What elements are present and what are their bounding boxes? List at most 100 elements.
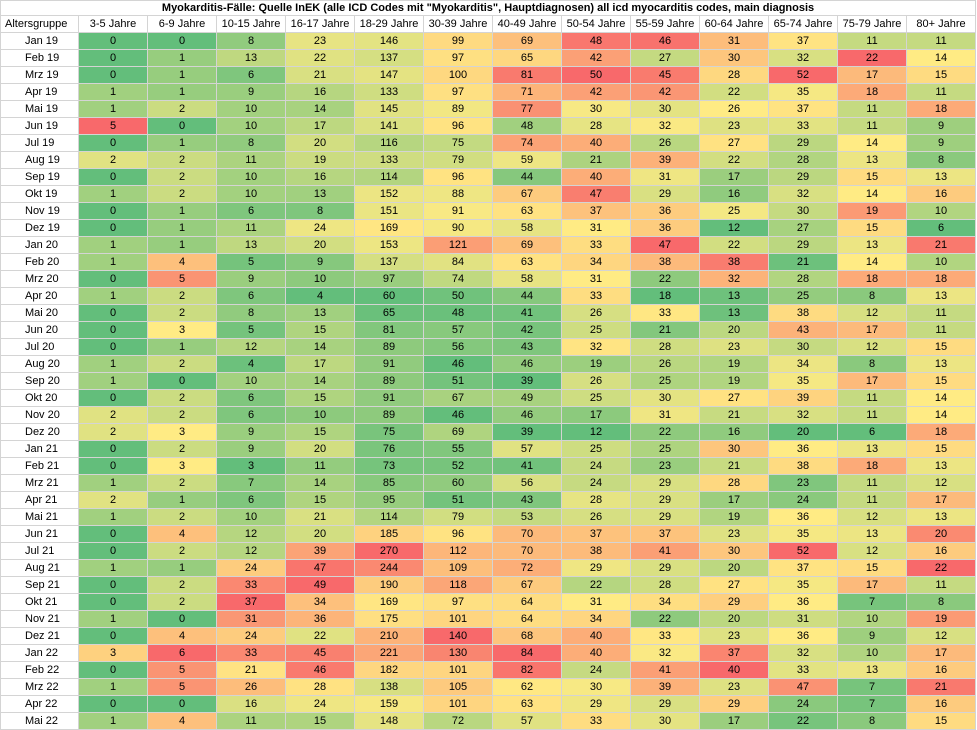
heatmap-cell[interactable]: 9 — [905, 117, 977, 135]
heatmap-cell[interactable]: 244 — [354, 559, 424, 577]
heatmap-cell[interactable]: 22 — [561, 576, 631, 594]
heatmap-cell[interactable]: 11 — [216, 219, 286, 237]
heatmap-cell[interactable]: 0 — [78, 661, 148, 679]
heatmap-cell[interactable]: 75 — [423, 134, 493, 152]
heatmap-cell[interactable]: 42 — [492, 321, 562, 339]
heatmap-cell[interactable]: 0 — [78, 168, 148, 186]
heatmap-cell[interactable]: 21 — [905, 236, 977, 254]
heatmap-cell[interactable]: 41 — [492, 457, 562, 475]
heatmap-cell[interactable]: 2 — [147, 576, 217, 594]
heatmap-cell[interactable]: 37 — [699, 644, 769, 662]
heatmap-cell[interactable]: 97 — [423, 49, 493, 67]
heatmap-cell[interactable]: 12 — [837, 508, 907, 526]
heatmap-cell[interactable]: 22 — [699, 236, 769, 254]
heatmap-cell[interactable]: 153 — [354, 236, 424, 254]
heatmap-cell[interactable]: 15 — [837, 219, 907, 237]
heatmap-cell[interactable]: 47 — [630, 236, 700, 254]
heatmap-cell[interactable]: 15 — [285, 423, 355, 441]
heatmap-cell[interactable]: 17 — [837, 66, 907, 84]
row-label[interactable]: Jan 20 — [0, 236, 79, 254]
heatmap-cell[interactable]: 15 — [285, 321, 355, 339]
heatmap-cell[interactable]: 2 — [78, 423, 148, 441]
heatmap-cell[interactable]: 15 — [905, 712, 977, 730]
heatmap-cell[interactable]: 81 — [492, 66, 562, 84]
heatmap-cell[interactable]: 24 — [561, 661, 631, 679]
heatmap-cell[interactable]: 4 — [216, 355, 286, 373]
heatmap-cell[interactable]: 20 — [699, 559, 769, 577]
heatmap-cell[interactable]: 0 — [78, 219, 148, 237]
heatmap-cell[interactable]: 16 — [905, 695, 977, 713]
heatmap-cell[interactable]: 116 — [354, 134, 424, 152]
heatmap-cell[interactable]: 33 — [768, 661, 838, 679]
heatmap-cell[interactable]: 72 — [492, 559, 562, 577]
heatmap-cell[interactable]: 79 — [423, 151, 493, 169]
row-label[interactable]: Jun 20 — [0, 321, 79, 339]
heatmap-cell[interactable]: 58 — [492, 219, 562, 237]
heatmap-cell[interactable]: 13 — [699, 287, 769, 305]
heatmap-cell[interactable]: 57 — [492, 712, 562, 730]
heatmap-cell[interactable]: 69 — [423, 423, 493, 441]
heatmap-cell[interactable]: 35 — [768, 83, 838, 101]
heatmap-cell[interactable]: 74 — [492, 134, 562, 152]
heatmap-cell[interactable]: 148 — [354, 712, 424, 730]
heatmap-cell[interactable]: 40 — [561, 134, 631, 152]
heatmap-cell[interactable]: 91 — [354, 389, 424, 407]
heatmap-cell[interactable]: 30 — [561, 678, 631, 696]
heatmap-cell[interactable]: 27 — [699, 389, 769, 407]
heatmap-cell[interactable]: 82 — [492, 661, 562, 679]
heatmap-cell[interactable]: 18 — [837, 83, 907, 101]
heatmap-cell[interactable]: 2 — [78, 406, 148, 424]
row-label[interactable]: Feb 22 — [0, 661, 79, 679]
heatmap-cell[interactable]: 48 — [492, 117, 562, 135]
heatmap-cell[interactable]: 7 — [837, 678, 907, 696]
column-header[interactable]: 30-39 Jahre — [423, 15, 493, 33]
heatmap-cell[interactable]: 6 — [216, 406, 286, 424]
heatmap-cell[interactable]: 3 — [147, 457, 217, 475]
heatmap-cell[interactable]: 20 — [285, 134, 355, 152]
heatmap-cell[interactable]: 8 — [216, 134, 286, 152]
heatmap-cell[interactable]: 10 — [216, 117, 286, 135]
heatmap-cell[interactable]: 22 — [837, 49, 907, 67]
heatmap-cell[interactable]: 39 — [630, 151, 700, 169]
heatmap-cell[interactable]: 1 — [147, 236, 217, 254]
heatmap-cell[interactable]: 43 — [768, 321, 838, 339]
heatmap-cell[interactable]: 91 — [423, 202, 493, 220]
heatmap-cell[interactable]: 1 — [78, 253, 148, 271]
heatmap-cell[interactable]: 2 — [147, 406, 217, 424]
heatmap-cell[interactable]: 39 — [768, 389, 838, 407]
heatmap-cell[interactable]: 13 — [837, 151, 907, 169]
heatmap-cell[interactable]: 133 — [354, 151, 424, 169]
heatmap-cell[interactable]: 11 — [285, 457, 355, 475]
heatmap-cell[interactable]: 2 — [147, 287, 217, 305]
heatmap-cell[interactable]: 9 — [216, 83, 286, 101]
heatmap-cell[interactable]: 16 — [905, 542, 977, 560]
heatmap-cell[interactable]: 46 — [630, 32, 700, 50]
column-header[interactable]: 40-49 Jahre — [492, 15, 562, 33]
heatmap-cell[interactable]: 22 — [699, 151, 769, 169]
heatmap-cell[interactable]: 0 — [147, 117, 217, 135]
heatmap-cell[interactable]: 1 — [78, 83, 148, 101]
heatmap-cell[interactable]: 2 — [78, 151, 148, 169]
heatmap-cell[interactable]: 43 — [492, 338, 562, 356]
heatmap-cell[interactable]: 5 — [147, 661, 217, 679]
heatmap-cell[interactable]: 29 — [768, 134, 838, 152]
heatmap-cell[interactable]: 28 — [699, 474, 769, 492]
heatmap-cell[interactable]: 138 — [354, 678, 424, 696]
heatmap-cell[interactable]: 84 — [423, 253, 493, 271]
heatmap-cell[interactable]: 140 — [423, 627, 493, 645]
heatmap-cell[interactable]: 270 — [354, 542, 424, 560]
heatmap-cell[interactable]: 34 — [630, 593, 700, 611]
heatmap-cell[interactable]: 19 — [699, 372, 769, 390]
heatmap-cell[interactable]: 30 — [630, 389, 700, 407]
heatmap-cell[interactable]: 10 — [285, 270, 355, 288]
heatmap-cell[interactable]: 11 — [905, 304, 977, 322]
heatmap-cell[interactable]: 39 — [630, 678, 700, 696]
heatmap-cell[interactable]: 28 — [561, 117, 631, 135]
heatmap-cell[interactable]: 29 — [768, 168, 838, 186]
heatmap-cell[interactable]: 17 — [699, 712, 769, 730]
heatmap-cell[interactable]: 100 — [423, 66, 493, 84]
heatmap-cell[interactable]: 40 — [561, 644, 631, 662]
heatmap-cell[interactable]: 14 — [285, 372, 355, 390]
heatmap-cell[interactable]: 15 — [905, 66, 977, 84]
heatmap-cell[interactable]: 19 — [561, 355, 631, 373]
